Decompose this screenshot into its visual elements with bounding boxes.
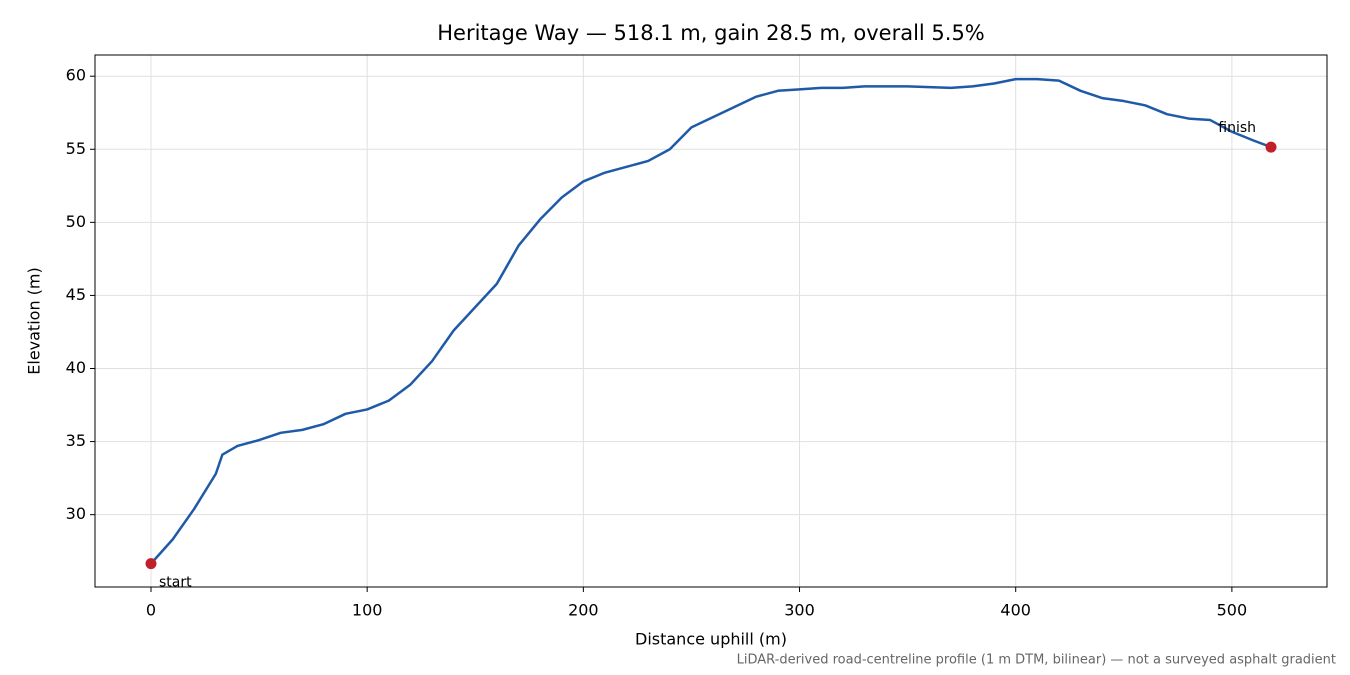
endpoint-marker xyxy=(1265,141,1277,153)
x-tick-label: 400 xyxy=(1000,601,1031,620)
x-tick-label: 200 xyxy=(568,601,599,620)
x-tick-label: 300 xyxy=(784,601,815,620)
plot-frame xyxy=(94,54,1328,588)
endpoint-label: start xyxy=(159,575,192,591)
x-tick-label: 500 xyxy=(1217,601,1248,620)
x-tick-label: 0 xyxy=(146,601,156,620)
y-tick-label: 30 xyxy=(66,504,86,523)
x-tick-label: 100 xyxy=(352,601,383,620)
y-tick-label: 55 xyxy=(66,139,86,158)
footnote: LiDAR-derived road-centreline profile (1… xyxy=(737,653,1336,668)
endpoint-marker xyxy=(145,558,157,570)
y-tick-label: 45 xyxy=(66,285,86,304)
y-tick-label: 35 xyxy=(66,431,86,450)
y-tick-label: 50 xyxy=(66,212,86,231)
chart-title: Heritage Way — 518.1 m, gain 28.5 m, ove… xyxy=(437,21,985,45)
x-axis-label: Distance uphill (m) xyxy=(635,630,787,649)
y-tick-label: 40 xyxy=(66,358,86,377)
y-axis-label: Elevation (m) xyxy=(25,267,44,374)
y-tick-label: 60 xyxy=(66,66,86,85)
profile-line xyxy=(150,77,1272,565)
endpoint-label: finish xyxy=(1218,120,1256,136)
